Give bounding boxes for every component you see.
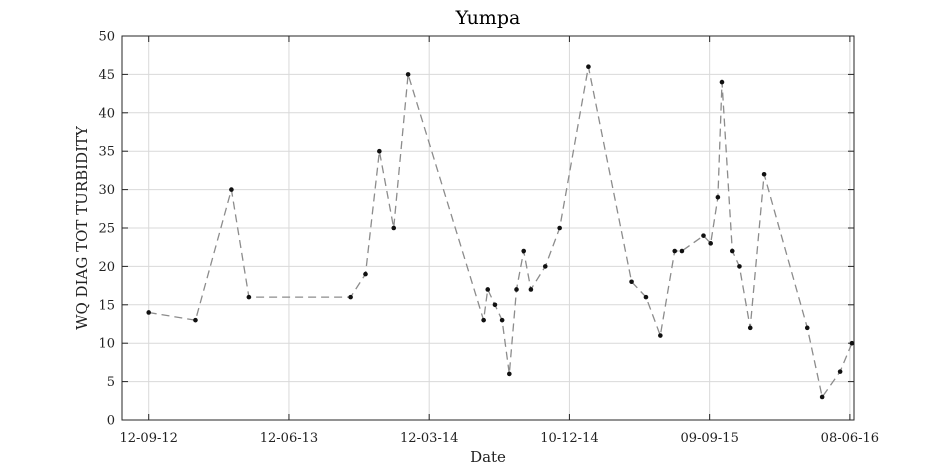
- data-point: [804, 325, 810, 331]
- data-point: [348, 294, 353, 300]
- series-line: [148, 66, 853, 399]
- data-point: [708, 241, 713, 246]
- data-point: [672, 248, 678, 254]
- x-tick-label: 12-03-14: [400, 431, 458, 446]
- data-point: [363, 271, 368, 277]
- data-point: [521, 248, 527, 254]
- data-point: [819, 394, 825, 400]
- x-axis-label: Date: [470, 448, 506, 466]
- data-point: [229, 187, 234, 192]
- data-point: [377, 148, 382, 154]
- y-tick-label: 25: [98, 222, 115, 237]
- data-point: [391, 225, 397, 231]
- data-point: [629, 279, 634, 285]
- data-point: [679, 248, 685, 254]
- data-point: [761, 171, 767, 177]
- data-point: [514, 287, 519, 292]
- y-tick-label: 35: [98, 145, 115, 160]
- x-tick-label: 08-06-16: [821, 431, 879, 446]
- axis-ticks: 0 5 10 15 20 25 30 35 40 45 50 12-09-12 12-06-13 12-0…: [98, 30, 879, 447]
- data-point: [507, 371, 512, 377]
- grid-lines: [122, 35, 854, 421]
- data-point: [586, 64, 591, 70]
- x-tick-label: 12-06-13: [260, 431, 318, 446]
- data-point: [481, 317, 486, 323]
- y-tick-label: 45: [98, 68, 115, 83]
- series-layer: [146, 64, 855, 400]
- data-point: [729, 248, 735, 254]
- data-point: [193, 317, 198, 323]
- data-point: [737, 264, 742, 269]
- y-tick-label: 30: [98, 183, 115, 198]
- chart-title: Yumpa: [455, 7, 521, 29]
- data-point: [658, 333, 663, 338]
- data-point: [747, 325, 753, 331]
- y-tick-label: 5: [107, 375, 115, 390]
- data-point: [246, 294, 252, 300]
- y-tick-label: 40: [98, 106, 115, 121]
- x-tick-label: 09-09-15: [680, 431, 738, 446]
- y-tick-label: 10: [98, 337, 115, 352]
- data-point: [719, 79, 725, 85]
- y-axis-label: WQ DIAG TOT TURBIDITY: [73, 125, 91, 330]
- data-point: [485, 287, 491, 292]
- data-point: [715, 194, 721, 200]
- data-point: [837, 369, 843, 374]
- data-point: [499, 317, 505, 323]
- y-tick-label: 50: [98, 30, 115, 45]
- data-point: [146, 310, 152, 315]
- data-point: [492, 302, 498, 308]
- data-point: [528, 287, 534, 292]
- y-tick-label: 15: [98, 298, 115, 313]
- data-point: [542, 264, 548, 269]
- y-tick-label: 0: [107, 414, 115, 429]
- data-point: [557, 225, 562, 231]
- data-point: [701, 233, 706, 238]
- y-tick-label: 20: [98, 260, 115, 275]
- data-point: [643, 294, 649, 300]
- x-tick-label: 12-09-12: [120, 431, 178, 446]
- data-point: [849, 340, 855, 346]
- data-point: [405, 72, 411, 77]
- x-tick-label: 10-12-14: [540, 431, 598, 446]
